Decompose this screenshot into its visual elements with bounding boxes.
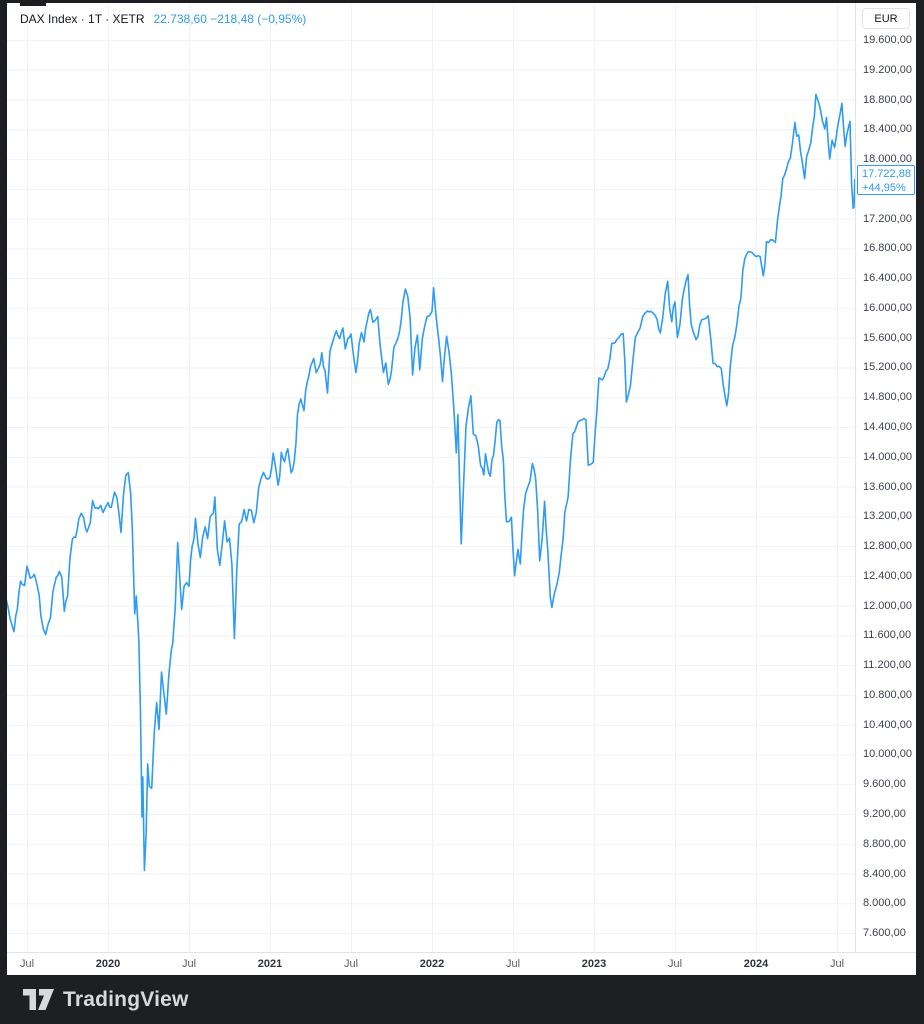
price-axis-label: 9.600,00 <box>863 778 906 791</box>
currency-label: EUR <box>874 12 898 25</box>
price-axis-label: 12.400,00 <box>863 569 912 582</box>
tradingview-logo-link[interactable]: TradingView <box>0 988 189 1012</box>
price-axis-label: 15.200,00 <box>863 361 912 374</box>
price-axis-label: 10.000,00 <box>863 748 912 761</box>
period-change-percent: +44,95% <box>862 182 906 194</box>
currency-button[interactable]: EUR <box>862 8 910 29</box>
price-axis-label: 12.000,00 <box>863 599 912 612</box>
price-axis-label: 8.400,00 <box>863 867 906 880</box>
price-axis-label: 18.800,00 <box>863 93 912 106</box>
price-axis-label: 19.600,00 <box>863 34 912 46</box>
quote-values: 22.738,60 −218,48 (−0,95%) <box>153 12 307 26</box>
time-axis-label-jul: Jul <box>667 958 683 970</box>
time-axis-label-jul: Jul <box>19 958 35 970</box>
price-axis-label: 10.800,00 <box>863 688 912 701</box>
time-axis-label-2024: 2024 <box>743 958 769 970</box>
price-axis-label: 9.200,00 <box>863 808 906 821</box>
price-axis-label: 10.400,00 <box>863 718 912 731</box>
price-axis-label: 13.600,00 <box>863 480 912 493</box>
price-axis-label: 14.000,00 <box>863 450 912 463</box>
last-price-value: 17.722,88 <box>862 168 911 180</box>
price-axis-label: 17.200,00 <box>863 212 912 225</box>
price-scale[interactable]: EUR 17.722,88 +44,95% 19.600,00 19.200,00… <box>855 3 916 952</box>
time-axis-label-jul: Jul <box>343 958 359 970</box>
price-axis-label: 8.000,00 <box>863 897 906 910</box>
price-axis-label: 14.800,00 <box>863 391 912 404</box>
last-price-tag: 17.722,88 +44,95% <box>857 165 915 195</box>
time-axis-label-2020: 2020 <box>95 958 121 970</box>
price-axis-label: 19.200,00 <box>863 63 912 76</box>
price-axis-label: 16.000,00 <box>863 301 912 314</box>
price-axis-label: 16.400,00 <box>863 272 912 285</box>
time-axis-label-2021: 2021 <box>257 958 283 970</box>
price-axis-label: 15.600,00 <box>863 331 912 344</box>
chart-widget: DAX Index · 1T · XETR 22.738,60 −218,48 (… <box>7 3 916 975</box>
price-axis-label: 11.200,00 <box>863 659 912 672</box>
chart-plot-area[interactable]: DAX Index · 1T · XETR 22.738,60 −218,48 (… <box>7 3 855 952</box>
tradingview-logo-icon <box>23 989 54 1010</box>
symbol-title[interactable]: DAX Index · 1T · XETR <box>20 12 145 26</box>
time-scale[interactable]: Jul 2020 Jul 2021 Jul 2022 Jul 2023 Jul 2024 Jul <box>7 952 916 975</box>
time-axis-label-2022: 2022 <box>419 958 445 970</box>
price-axis-label: 11.600,00 <box>863 629 912 642</box>
price-axis-label: 12.800,00 <box>863 540 912 553</box>
price-axis-label: 7.600,00 <box>863 927 906 940</box>
price-line-chart[interactable] <box>7 3 855 952</box>
time-axis-label-2023: 2023 <box>581 958 607 970</box>
symbol-header[interactable]: DAX Index · 1T · XETR 22.738,60 −218,48 (… <box>20 11 306 27</box>
price-axis-label: 14.400,00 <box>863 421 912 433</box>
grid-lines <box>7 3 855 952</box>
time-axis-label-jul: Jul <box>829 958 845 970</box>
footer-bar: TradingView <box>0 975 924 1024</box>
price-axis-label: 16.800,00 <box>863 242 912 255</box>
price-axis-label: 8.800,00 <box>863 837 906 850</box>
frame-notch <box>20 0 46 6</box>
tradingview-brand-text: TradingView <box>63 987 189 1011</box>
time-axis-label-jul: Jul <box>505 958 521 970</box>
dax-series-line <box>7 93 855 872</box>
time-axis-label-jul: Jul <box>181 958 197 970</box>
price-axis-label: 18.400,00 <box>863 123 912 136</box>
price-axis-label: 13.200,00 <box>863 510 912 523</box>
price-axis-label: 18.000,00 <box>863 153 912 166</box>
